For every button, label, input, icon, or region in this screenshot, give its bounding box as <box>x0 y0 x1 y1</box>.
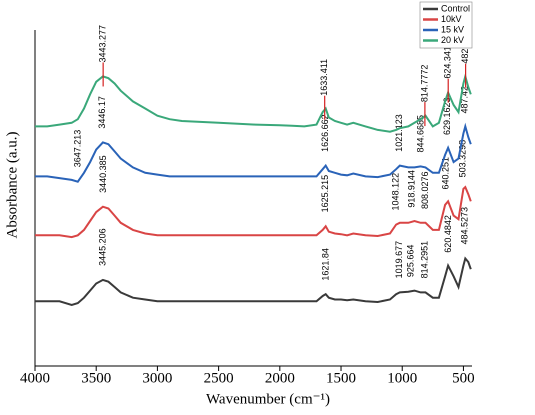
peak-label: 620.4842 <box>443 215 453 253</box>
peak-label: 1019.677 <box>394 241 404 279</box>
peak-label: 1621.84 <box>320 248 330 281</box>
legend-label: Control <box>441 3 470 13</box>
peak-label: 844.6685 <box>416 115 426 153</box>
peak-label: 629.1623 <box>442 97 452 135</box>
y-axis-label: Absorbance (a.u.) <box>4 131 20 238</box>
x-tick-label: 1000 <box>387 370 417 386</box>
peak-label: 925.664 <box>406 245 416 278</box>
x-tick-label: 500 <box>452 370 475 386</box>
peak-label: 1626.662 <box>320 114 330 152</box>
x-tick-label: 2000 <box>265 370 295 386</box>
x-axis-label: Wavenumber (cm⁻¹) <box>206 391 330 407</box>
x-tick-label: 3500 <box>81 370 111 386</box>
peak-label: 503.3298 <box>457 140 467 178</box>
peak-label: 3440.385 <box>98 155 108 193</box>
peak-label: 3445.206 <box>97 228 107 266</box>
peak-label: 624.3411 <box>443 42 453 79</box>
peak-label: 3443.277 <box>98 25 108 63</box>
x-tick-label: 2500 <box>204 370 234 386</box>
legend-label: 10kV <box>441 14 462 24</box>
peak-label: 1633.411 <box>319 59 329 96</box>
series-line <box>35 256 472 306</box>
peak-label: 1048.122 <box>391 173 401 211</box>
peak-label: 1021.123 <box>394 114 404 152</box>
peak-label: 918.9144 <box>407 170 417 208</box>
legend-label: 20 kV <box>441 35 464 45</box>
x-tick-label: 3000 <box>142 370 172 386</box>
series-line <box>35 185 472 239</box>
peak-label: 814.2951 <box>419 241 429 279</box>
peak-label: 3446.17 <box>97 96 107 129</box>
peak-label: 487.42 <box>459 86 469 114</box>
x-tick-label: 4000 <box>20 370 50 386</box>
series-line <box>35 122 472 183</box>
peak-label: 1625.215 <box>320 175 330 213</box>
peak-label: 3647.213 <box>73 130 83 168</box>
legend-label: 15 kV <box>441 24 464 34</box>
peak-label: 814.7772 <box>419 65 429 103</box>
peak-label: 808.0276 <box>420 171 430 209</box>
x-tick-label: 1500 <box>326 370 356 386</box>
peak-label: 640.251 <box>441 157 451 190</box>
peak-label: 484.5273 <box>460 207 470 245</box>
